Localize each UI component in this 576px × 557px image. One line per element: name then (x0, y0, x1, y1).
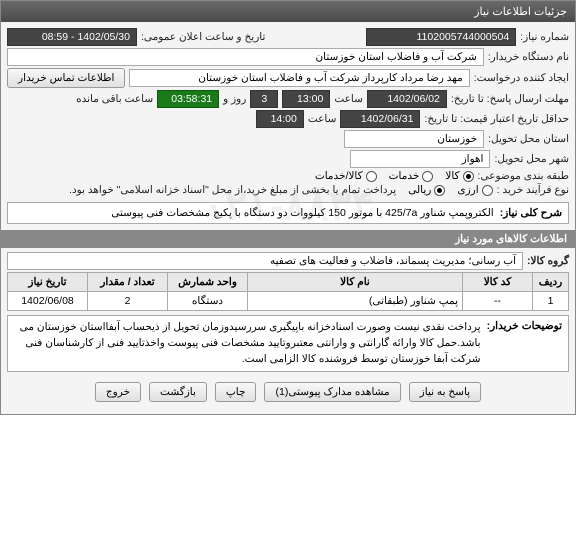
validity-date: 1402/06/31 (340, 110, 420, 128)
titlebar: جزئیات اطلاعات نیاز (1, 1, 575, 22)
goods-group-value: آب رسانی؛ مدیریت پسماند، فاضلاب و فعالیت… (7, 252, 523, 270)
td-code: -- (463, 292, 533, 311)
goods-table: ردیف کد کالا نام کالا واحد شمارش تعداد /… (7, 272, 569, 311)
subject-cat-radios: کالا خدمات کالا/خدمات (315, 170, 474, 182)
titlebar-text: جزئیات اطلاعات نیاز (474, 6, 567, 18)
saat-label-2: ساعت (308, 113, 337, 125)
td-date: 1402/06/08 (8, 292, 88, 311)
subject-label: شرح کلی نیاز: (500, 207, 562, 219)
announce-label: تاریخ و ساعت اعلان عمومی: (141, 31, 265, 43)
td-row: 1 (533, 292, 569, 311)
attachments-button[interactable]: مشاهده مدارک پیوستی(1) (264, 382, 400, 402)
city-label: شهر محل تحویل: (494, 153, 569, 165)
remaining-label: ساعت باقی مانده (76, 93, 153, 105)
goods-group-label: گروه کالا: (527, 255, 569, 267)
print-button[interactable]: چاپ (215, 382, 257, 402)
deadline-date: 1402/06/02 (367, 90, 447, 108)
th-unit: واحد شمارش (168, 273, 248, 292)
th-qty: تعداد / مقدار (88, 273, 168, 292)
subject-cat-label: طبقه بندی موضوعی: (478, 170, 569, 182)
deadline-time: 13:00 (282, 90, 330, 108)
footer: پاسخ به نیاز مشاهده مدارک پیوستی(1) چاپ … (7, 376, 569, 410)
th-code: کد کالا (463, 273, 533, 292)
radio-arzi[interactable]: ارزی (457, 184, 492, 196)
td-unit: دستگاه (168, 292, 248, 311)
province-label: استان محل تحویل: (488, 133, 569, 145)
exit-button[interactable]: خروج (95, 382, 141, 402)
radio-arzi-label: ارزی (457, 184, 478, 196)
city-value: اهواز (350, 150, 490, 168)
requester-value: مهد رضا مرداد کارپرداز شرکت آب و فاضلاب … (129, 69, 469, 87)
respond-button[interactable]: پاسخ به نیاز (409, 382, 481, 402)
validity-label: حداقل تاریخ اعتبار قیمت: تا تاریخ: (424, 113, 569, 125)
buyer-note-box: توضیحات خریدار: پرداخت نقدی نیست وصورت ا… (7, 315, 569, 372)
buyer-org-label: نام دستگاه خریدار: (488, 51, 569, 63)
radio-kalakhadamat-icon (366, 171, 377, 182)
need-no-label: شماره نیاز: (520, 31, 569, 43)
th-row: ردیف (533, 273, 569, 292)
buyer-org-value: شرکت آب و فاضلاب استان خوزستان (7, 48, 484, 66)
radio-kalakhadamat-label: کالا/خدمات (315, 170, 363, 182)
process-radios: ارزی ریالی (408, 184, 492, 196)
process-label: نوع فرآیند خرید : (497, 184, 569, 196)
radio-khadamat[interactable]: خدمات (389, 170, 434, 182)
requester-label: ایجاد کننده درخواست: (474, 72, 569, 84)
need-no-value: 1102005744000504 (366, 28, 516, 46)
goods-section-header: اطلاعات کالاهای مورد نیاز (1, 230, 575, 248)
radio-kala[interactable]: کالا (445, 170, 473, 182)
contact-button[interactable]: اطلاعات تماس خریدار (7, 68, 125, 88)
process-note: پرداخت تمام یا بخشی از مبلغ خرید،از محل … (69, 184, 396, 196)
th-date: تاریخ نیاز (8, 273, 88, 292)
subject-text: الکتروپمپ شناور 425/7a با موتور 150 کیلو… (111, 207, 494, 219)
content: شماره نیاز: 1102005744000504 تاریخ و ساع… (1, 22, 575, 414)
radio-riali-icon (434, 185, 445, 196)
deadline-label: مهلت ارسال پاسخ: تا تاریخ: (451, 93, 569, 105)
th-name: نام کالا (248, 273, 463, 292)
saat-label-1: ساعت (334, 93, 363, 105)
buyer-note-label: توضیحات خریدار: (487, 320, 562, 367)
announce-value: 1402/05/30 - 08:59 (7, 28, 137, 46)
table-header-row: ردیف کد کالا نام کالا واحد شمارش تعداد /… (8, 273, 569, 292)
radio-khadamat-label: خدمات (389, 170, 420, 182)
radio-arzi-icon (482, 185, 493, 196)
td-name: پمپ شناور (طبقاتی) (248, 292, 463, 311)
rooz-va-label: روز و (223, 93, 246, 105)
radio-kalakhadamat[interactable]: کالا/خدمات (315, 170, 377, 182)
td-qty: 2 (88, 292, 168, 311)
radio-kala-label: کالا (445, 170, 459, 182)
validity-time: 14:00 (256, 110, 304, 128)
province-value: خوزستان (344, 130, 484, 148)
days-left: 3 (250, 90, 278, 108)
radio-riali-label: ریالی (408, 184, 431, 196)
radio-kala-icon (463, 171, 474, 182)
radio-khadamat-icon (422, 171, 433, 182)
buyer-note-text: پرداخت نقدی نیست وصورت اسنادخزانه باپیگی… (14, 320, 481, 367)
window: ۰۲۱-۸۸۳۴ جزئیات اطلاعات نیاز شماره نیاز:… (0, 0, 576, 415)
time-left: 03:58:31 (157, 90, 219, 108)
back-button[interactable]: بازگشت (149, 382, 207, 402)
radio-riali[interactable]: ریالی (408, 184, 445, 196)
subject-box: شرح کلی نیاز: الکتروپمپ شناور 425/7a با … (7, 202, 569, 224)
table-row[interactable]: 1 -- پمپ شناور (طبقاتی) دستگاه 2 1402/06… (8, 292, 569, 311)
